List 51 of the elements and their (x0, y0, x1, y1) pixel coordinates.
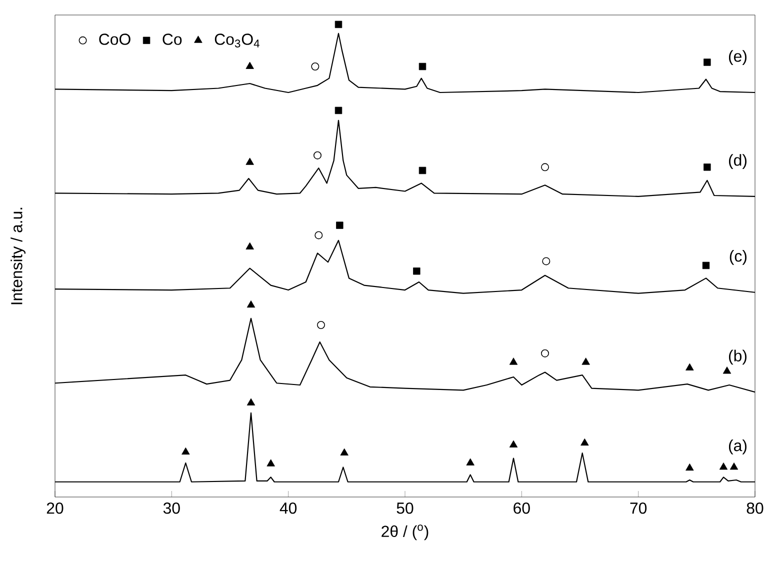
annotation: (e) (728, 50, 746, 65)
point (413, 268, 420, 275)
point (580, 438, 589, 446)
point (582, 358, 590, 365)
point (246, 242, 254, 250)
x-tick-label: 40 (280, 502, 297, 514)
annotation: (b) (728, 350, 746, 365)
x-tick-label: 20 (46, 502, 64, 514)
point (246, 158, 254, 165)
point (266, 459, 275, 466)
x-tick-label: 50 (396, 502, 414, 514)
point (730, 462, 738, 470)
point (246, 62, 254, 69)
x-tick-label: 60 (514, 502, 530, 514)
point (340, 448, 348, 456)
point (418, 166, 426, 174)
point (246, 398, 256, 406)
point (541, 349, 549, 358)
point (719, 462, 728, 470)
point (702, 262, 710, 270)
point (704, 58, 711, 66)
point (704, 164, 711, 171)
point (509, 358, 518, 365)
point (686, 363, 694, 370)
annotation: (c) (730, 250, 746, 265)
point (686, 463, 694, 471)
annotation: (d) (728, 154, 746, 169)
y-axis-title: Intensity / a.u. (10, 208, 26, 304)
point (314, 231, 323, 240)
x-tick-label: 80 (746, 502, 764, 514)
point (317, 320, 325, 329)
x-tick-label: 70 (630, 502, 647, 514)
point (722, 366, 732, 374)
point (311, 62, 320, 71)
legend-label: Co (162, 34, 182, 45)
legend-label: CoO (99, 34, 130, 45)
point (314, 151, 322, 160)
point (336, 222, 344, 229)
point (466, 458, 474, 466)
x-tick-label: 30 (163, 502, 180, 514)
point (182, 447, 190, 455)
point (541, 163, 549, 172)
point (334, 20, 342, 28)
point (246, 300, 256, 308)
point (509, 440, 518, 448)
point (418, 62, 426, 70)
point (542, 257, 550, 266)
legend-label: Co$_{3}$O$_{4}$ (214, 34, 260, 48)
point (334, 106, 342, 114)
x-axis-title: 2θ / ($^{o}$) (382, 524, 428, 540)
annotation: (a) (728, 440, 746, 454)
